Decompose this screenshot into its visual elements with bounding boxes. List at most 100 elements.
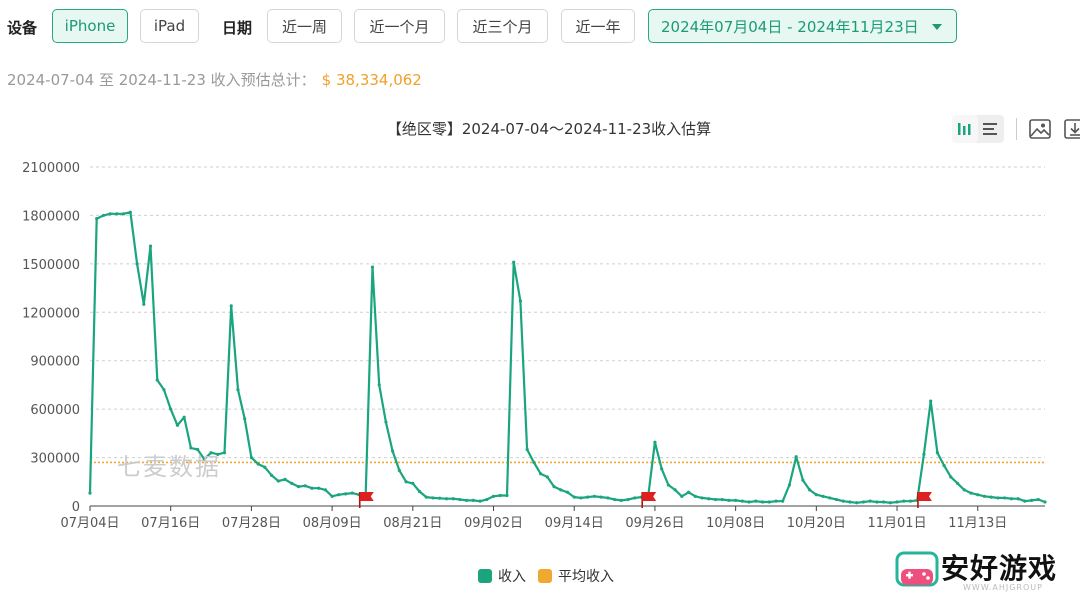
revenue-data-point [491, 494, 496, 498]
revenue-data-point [465, 498, 469, 502]
range-year-button[interactable]: 近一年 [561, 9, 635, 43]
revenue-data-point [88, 491, 92, 495]
revenue-data-point [290, 481, 294, 485]
gamepad-icon [895, 551, 939, 587]
list-icon[interactable] [978, 115, 1004, 143]
event-markers [358, 492, 932, 508]
revenue-data-point [444, 497, 449, 501]
x-tick-label: 09月14日 [545, 516, 604, 531]
revenue-data-point [767, 500, 771, 504]
revenue-data-point [673, 488, 677, 492]
revenue-data-point [794, 455, 798, 459]
chart-title: 【绝区零】2024-07-04～2024-11-23收入估算 [386, 120, 712, 138]
range-month-button[interactable]: 近一个月 [354, 9, 445, 43]
x-tick-label: 11月13日 [948, 516, 1007, 531]
bar-chart-icon[interactable] [952, 115, 978, 143]
summary-total: $ 38,334,062 [321, 71, 422, 89]
filter-bar: 设备 iPhone iPad 日期 近一周 近一个月 近三个月 近一年 2024… [0, 9, 1080, 43]
y-tick-label: 300000 [30, 452, 80, 467]
revenue-data-point [908, 499, 913, 503]
range-week-button[interactable]: 近一周 [267, 9, 342, 43]
download-icon[interactable] [1062, 115, 1080, 143]
range-three-months-button[interactable]: 近三个月 [457, 9, 548, 43]
revenue-data-point [760, 500, 765, 504]
revenue-data-point [969, 491, 973, 495]
revenue-data-point [1003, 496, 1007, 500]
revenue-data-point [713, 497, 718, 502]
revenue-data-point [222, 451, 227, 455]
date-range-picker[interactable]: 2024年07月04日 - 2024年11月23日 [648, 9, 957, 43]
revenue-data-point [115, 212, 119, 216]
revenue-data-point [108, 212, 112, 216]
x-tick-label: 07月16日 [141, 516, 200, 531]
revenue-series-line [88, 211, 1046, 504]
revenue-data-point [559, 488, 563, 492]
device-iphone-button[interactable]: iPhone [52, 9, 128, 43]
flag-banner [359, 492, 374, 501]
revenue-data-point [841, 499, 845, 503]
revenue-data-point [101, 213, 106, 218]
revenue-data-point [881, 500, 886, 504]
revenue-data-point [592, 494, 597, 498]
revenue-data-point [216, 452, 220, 456]
device-ipad-button[interactable]: iPad [140, 9, 199, 43]
revenue-data-point [397, 468, 401, 473]
device-label: 设备 [7, 19, 38, 37]
revenue-data-point [935, 451, 939, 455]
legend-swatch-average [538, 569, 552, 583]
y-tick-label: 1800000 [22, 209, 80, 224]
revenue-data-point [626, 497, 630, 502]
revenue-data-point [599, 495, 603, 499]
chart-type-toggle [952, 115, 1004, 143]
revenue-data-point [612, 497, 617, 502]
grid-lines [90, 166, 1045, 459]
revenue-data-point [989, 495, 993, 499]
revenue-data-point [337, 493, 341, 497]
revenue-data-point [545, 475, 549, 479]
revenue-data-point [982, 494, 987, 498]
revenue-data-point [505, 493, 509, 498]
revenue-data-point [707, 497, 711, 501]
revenue-data-point [552, 485, 556, 489]
revenue-data-point [458, 497, 462, 502]
revenue-data-point [451, 497, 455, 501]
revenue-data-point [781, 499, 785, 503]
revenue-data-point [666, 483, 670, 487]
revenue-data-point [478, 499, 482, 503]
revenue-data-point [155, 378, 159, 382]
revenue-data-point [565, 490, 570, 494]
revenue-data-point [895, 500, 899, 504]
date-label: 日期 [222, 19, 253, 37]
x-tick-label: 07月28日 [222, 516, 281, 531]
y-tick-label: 900000 [30, 355, 80, 370]
revenue-data-point [848, 500, 852, 504]
revenue-data-point [996, 496, 1000, 500]
revenue-data-point [209, 451, 213, 455]
legend-item-revenue[interactable]: 收入 [478, 566, 526, 586]
revenue-data-point [700, 496, 704, 500]
revenue-data-point [1036, 497, 1040, 502]
revenue-data-point [1043, 500, 1047, 504]
revenue-data-point [828, 496, 832, 500]
revenue-data-point [236, 388, 240, 392]
revenue-data-point [855, 501, 859, 505]
revenue-data-point [660, 467, 664, 471]
revenue-data-point [269, 473, 274, 477]
revenue-data-point [586, 495, 590, 499]
logo-text: 安好游戏 [941, 552, 1058, 585]
revenue-data-point [538, 472, 543, 476]
revenue-data-point [283, 477, 287, 481]
revenue-data-point [135, 262, 139, 266]
summary-text: 2024-07-04 至 2024-11-23 收入预估总计： [7, 71, 316, 89]
x-tick-label: 08月21日 [383, 516, 442, 531]
image-icon[interactable] [1027, 115, 1053, 143]
flag-icon [641, 492, 657, 508]
revenue-data-point [1016, 497, 1020, 501]
legend-item-average[interactable]: 平均收入 [538, 566, 614, 586]
revenue-data-point [471, 498, 475, 502]
x-tick-label: 10月20日 [787, 516, 846, 531]
revenue-data-point [323, 488, 327, 492]
revenue-data-point [256, 462, 260, 466]
revenue-data-point [808, 488, 812, 492]
caret-down-icon [932, 24, 942, 30]
